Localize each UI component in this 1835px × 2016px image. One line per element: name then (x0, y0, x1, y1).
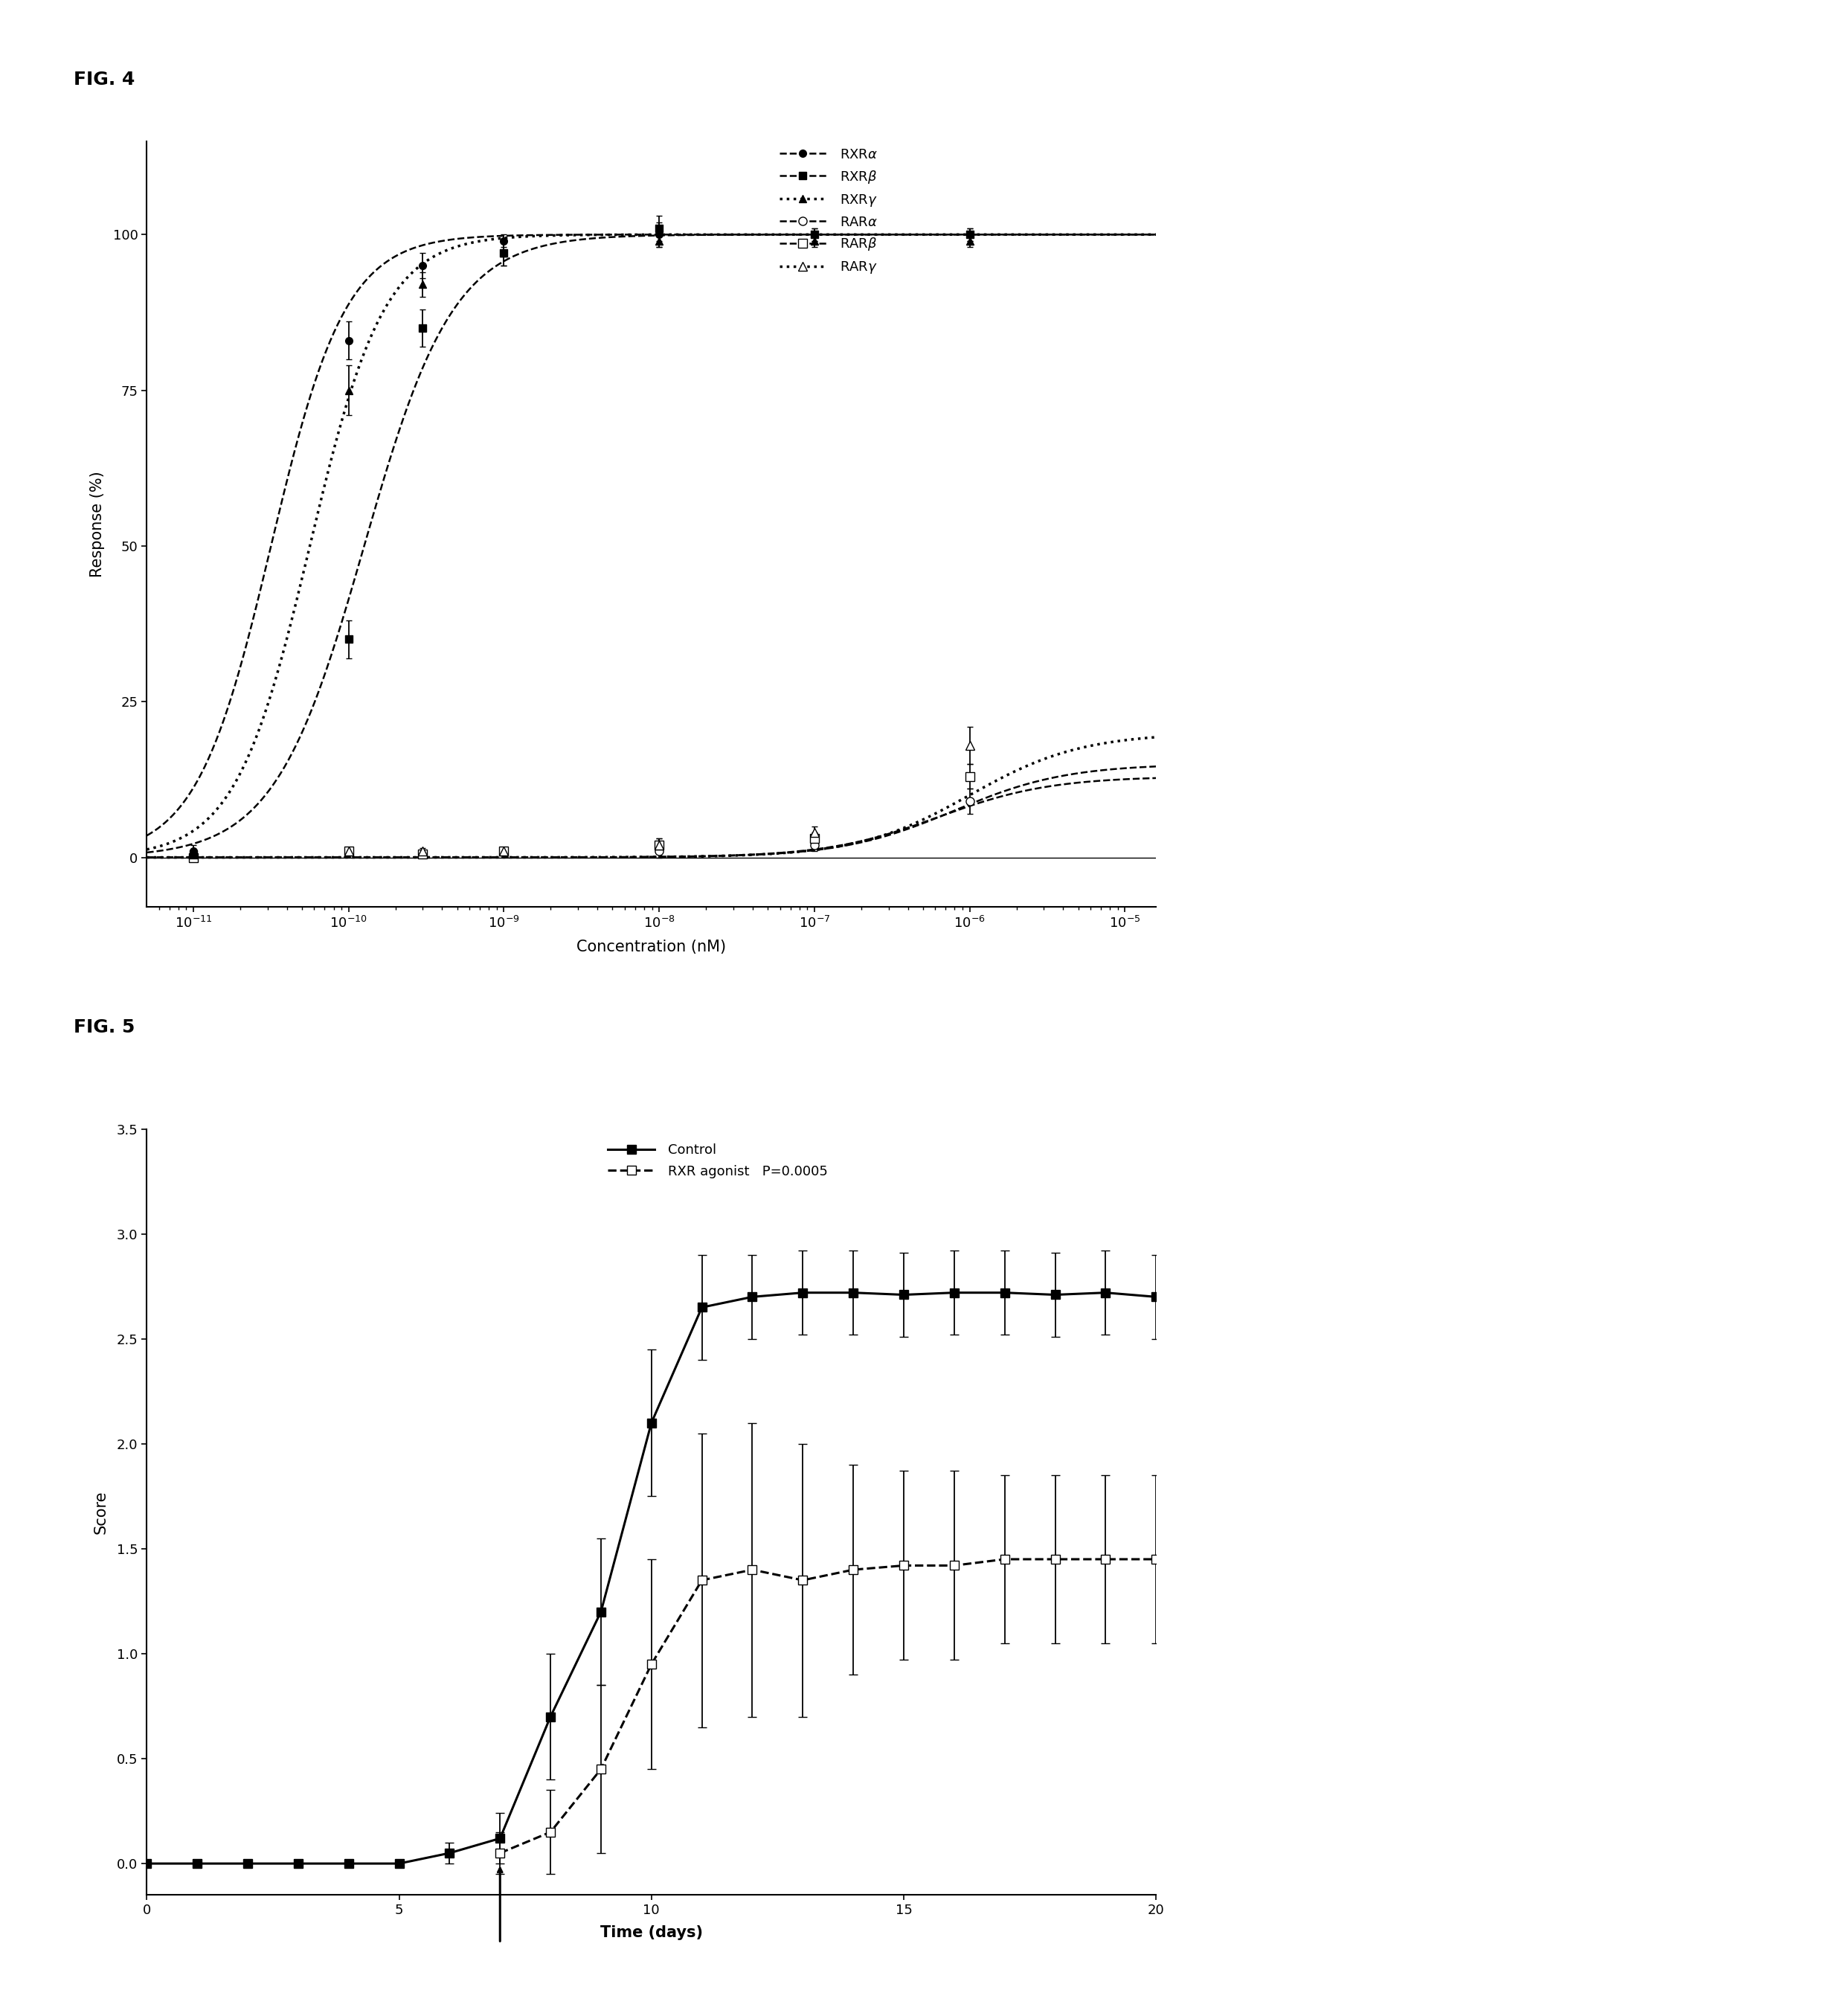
Y-axis label: Score: Score (94, 1490, 108, 1534)
Text: FIG. 4: FIG. 4 (73, 71, 134, 89)
Y-axis label: Response (%): Response (%) (90, 472, 105, 577)
X-axis label: Time (days): Time (days) (600, 1925, 703, 1939)
X-axis label: Concentration (nM): Concentration (nM) (576, 939, 727, 954)
Text: FIG. 5: FIG. 5 (73, 1018, 134, 1036)
Legend: RXR$\alpha$, RXR$\beta$, RXR$\gamma$, RAR$\alpha$, RAR$\beta$, RAR$\gamma$: RXR$\alpha$, RXR$\beta$, RXR$\gamma$, RA… (780, 147, 877, 276)
Legend: Control, RXR agonist   P=0.0005: Control, RXR agonist P=0.0005 (607, 1143, 828, 1177)
